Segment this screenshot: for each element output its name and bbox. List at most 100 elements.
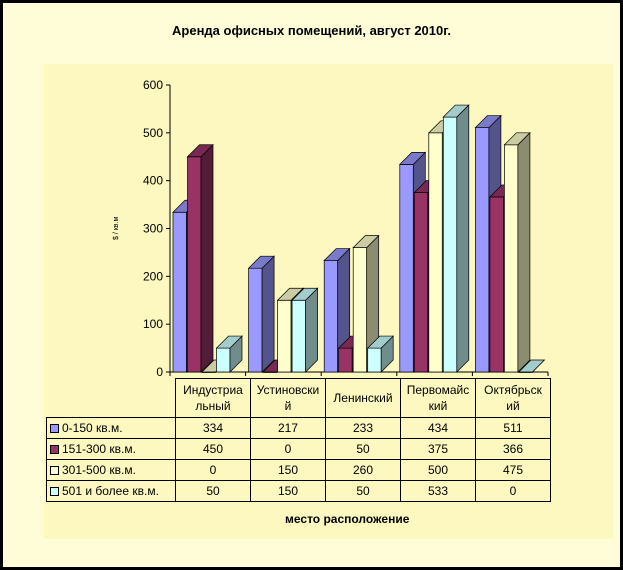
category-line: кий <box>428 399 448 413</box>
table-cell: 50 <box>175 480 251 502</box>
category-line: Первомайс <box>406 383 470 397</box>
category-line: й <box>284 399 292 413</box>
y-tick-label: 100 <box>143 317 163 331</box>
legend-entry: 501 и более кв.м. <box>46 480 176 502</box>
bar <box>187 156 202 373</box>
table-row: 301-500 кв.м. 0 150 260 500 475 <box>46 459 551 481</box>
legend-entry: 0-150 кв.м. <box>46 417 176 439</box>
y-tick-label: 400 <box>143 174 163 188</box>
chart-frame: Аренда офисных помещений, август 2010г. … <box>3 3 620 567</box>
table-cell: 50 <box>325 480 401 502</box>
bar-side <box>261 255 275 373</box>
bar-top <box>291 287 319 301</box>
bar-side <box>456 104 470 373</box>
bar-top <box>186 144 214 158</box>
table-cell: 334 <box>175 417 251 439</box>
table-cell: 0 <box>250 438 326 460</box>
table-header-row: Индустриа льный Устиновски й Ленинский Пер… <box>47 378 551 418</box>
bar-top <box>518 359 546 373</box>
bar <box>323 260 339 373</box>
series-name: 301-500 кв.м. <box>62 463 136 477</box>
table-cell: 434 <box>400 417 476 439</box>
bar <box>367 347 382 373</box>
bar <box>172 211 187 373</box>
table-cell: 260 <box>325 459 401 481</box>
y-tick-label: 0 <box>156 365 163 379</box>
category-line: Октябрьск <box>484 383 542 397</box>
bar-side <box>200 143 214 373</box>
table-cell: 50 <box>325 438 401 460</box>
table-cell: 500 <box>400 459 476 481</box>
table-cell: 511 <box>475 417 551 439</box>
y-tick-label: 300 <box>143 222 163 236</box>
table-cell: 533 <box>400 480 476 502</box>
table-category-cell: Первомайс кий <box>400 378 476 418</box>
x-axis-label: место расположение <box>285 512 410 526</box>
bar-top <box>503 132 531 146</box>
table-cell: 475 <box>475 459 551 481</box>
y-tick-label: 600 <box>143 78 163 92</box>
table-cell: 450 <box>175 438 251 460</box>
legend-key <box>50 466 59 476</box>
table-cell: 0 <box>475 480 551 502</box>
y-tick-label: 200 <box>143 269 163 283</box>
category-line: ий <box>506 399 520 413</box>
table-cell: 0 <box>175 459 251 481</box>
bar <box>248 267 263 373</box>
bar <box>413 192 429 373</box>
bar-top <box>323 248 351 261</box>
bar <box>489 196 504 373</box>
bar <box>352 247 368 373</box>
bar-top <box>352 235 380 248</box>
category-line: Индустриа <box>183 383 243 397</box>
category-line: льный <box>195 399 231 413</box>
bar <box>216 347 231 373</box>
bar-top <box>442 104 470 118</box>
table-cell: 375 <box>400 438 476 460</box>
table-row: 501 и более кв.м. 50 150 50 533 0 <box>46 480 551 502</box>
bar-top <box>247 255 275 269</box>
bar <box>277 299 292 373</box>
bar-top <box>215 335 243 349</box>
series-name: 151-300 кв.м. <box>62 442 136 456</box>
table-category-cell: Устиновски й <box>250 378 326 418</box>
chart-plot: 0 100 200 300 400 500 600 <box>143 78 549 379</box>
table-row: 0-150 кв.м. 334 217 233 434 511 <box>46 417 551 439</box>
table-category-cell: Ленинский <box>325 378 401 418</box>
legend-key <box>50 487 59 497</box>
y-axis-label: $ / кв.м <box>113 216 120 240</box>
bar <box>428 132 443 373</box>
table-cell: 233 <box>325 417 401 439</box>
table-row: 151-300 кв.м. 450 0 50 375 366 <box>46 438 551 460</box>
table-category-cell: Индустриа льный <box>175 378 251 418</box>
legend-entry: 301-500 кв.м. <box>46 459 176 481</box>
series-name: 0-150 кв.м. <box>62 421 123 435</box>
data-table: Индустриа льный Устиновски й Ленинский Пер… <box>46 378 551 502</box>
table-corner <box>47 379 176 418</box>
chart-title: Аренда офисных помещений, август 2010г. <box>172 23 451 38</box>
bar-top <box>474 115 502 128</box>
bar <box>338 347 353 373</box>
table-category-cell: Октябрьск ий <box>475 378 551 418</box>
bar <box>442 116 458 373</box>
legend-key <box>50 424 59 434</box>
series-name: 501 и более кв.м. <box>62 484 159 498</box>
bar-top <box>276 287 304 301</box>
table-cell: 150 <box>250 480 326 502</box>
bar-top <box>366 335 395 349</box>
table-cell: 217 <box>250 417 326 439</box>
bar-side <box>305 287 318 373</box>
bar <box>475 127 490 373</box>
bar-side <box>517 131 531 373</box>
bar <box>291 299 306 373</box>
bar <box>399 164 414 373</box>
category-line: Устиновски <box>256 383 320 397</box>
bar-top <box>398 152 427 165</box>
legend-entry: 151-300 кв.м. <box>46 438 176 460</box>
y-tick-label: 500 <box>143 126 163 140</box>
category-line: Ленинский <box>333 391 393 405</box>
table-cell: 150 <box>250 459 326 481</box>
bar <box>504 144 519 373</box>
legend-key <box>50 445 59 455</box>
table-cell: 366 <box>475 438 551 460</box>
